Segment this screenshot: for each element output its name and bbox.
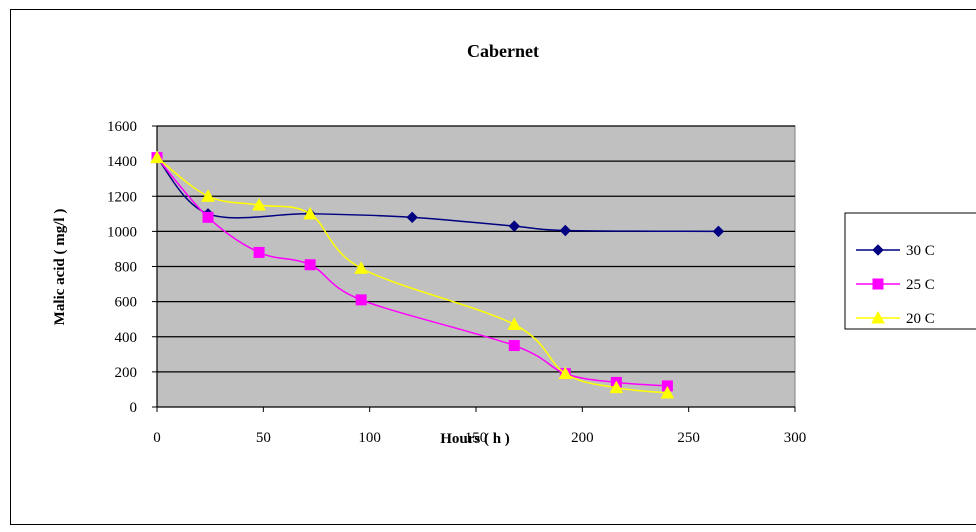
data-point bbox=[712, 225, 725, 238]
x-tick-label: 100 bbox=[358, 430, 381, 446]
legend-label: 25 C bbox=[906, 277, 935, 293]
legend-marker bbox=[872, 244, 884, 256]
chart-title: Cabernet bbox=[467, 41, 539, 61]
data-point bbox=[507, 317, 522, 330]
x-tick-label: 0 bbox=[153, 430, 161, 446]
data-point bbox=[253, 246, 265, 258]
data-point bbox=[660, 385, 675, 399]
legend-label: 20 C bbox=[906, 311, 935, 327]
data-point bbox=[406, 211, 418, 224]
legend-item: 25 C bbox=[856, 277, 935, 293]
data-point bbox=[508, 220, 520, 232]
data-point bbox=[303, 206, 317, 220]
data-point bbox=[609, 380, 624, 394]
data-point bbox=[201, 189, 215, 202]
y-tick-label: 1600 bbox=[107, 119, 137, 135]
y-tick-label: 0 bbox=[130, 400, 138, 416]
legend-marker bbox=[872, 278, 884, 290]
data-point bbox=[508, 340, 520, 352]
data-point bbox=[558, 366, 573, 380]
data-point bbox=[150, 150, 164, 164]
legend: 30 C 25 C 20 C bbox=[844, 212, 976, 330]
series-20-c bbox=[150, 150, 675, 399]
x-tick-label: 50 bbox=[256, 430, 271, 446]
x-axis-label: Hours ( h ) bbox=[440, 431, 510, 447]
series-layer bbox=[150, 150, 725, 399]
legend-marker bbox=[871, 310, 885, 324]
y-tick-label: 600 bbox=[115, 295, 138, 311]
y-tick-label: 1000 bbox=[107, 224, 137, 240]
y-tick-label: 1400 bbox=[107, 154, 137, 170]
legend-item: 30 C bbox=[856, 243, 935, 259]
x-tick-label: 150 bbox=[465, 430, 488, 446]
data-point bbox=[355, 294, 367, 306]
x-tick-label: 250 bbox=[677, 430, 700, 446]
data-point bbox=[252, 197, 266, 211]
x-tick-label: 200 bbox=[571, 430, 594, 446]
x-tick-label: 300 bbox=[784, 430, 807, 446]
y-tick-label: 400 bbox=[115, 330, 138, 346]
legend-box bbox=[844, 212, 976, 330]
legend-label: 30 C bbox=[906, 243, 935, 259]
data-point bbox=[559, 224, 572, 237]
legend-item: 20 C bbox=[856, 310, 935, 327]
y-tick-label: 800 bbox=[115, 260, 138, 276]
data-point bbox=[202, 211, 214, 223]
axes: 0 200 400 600 800 1000 1200 1400 1600 0 50 100 150 20… bbox=[107, 119, 806, 446]
y-axis-label: Malic acid ( mg/l ) bbox=[52, 209, 68, 326]
y-tick-label: 1200 bbox=[107, 189, 137, 205]
y-tick-label: 200 bbox=[115, 365, 138, 381]
data-point bbox=[354, 261, 369, 274]
data-point bbox=[304, 259, 316, 271]
